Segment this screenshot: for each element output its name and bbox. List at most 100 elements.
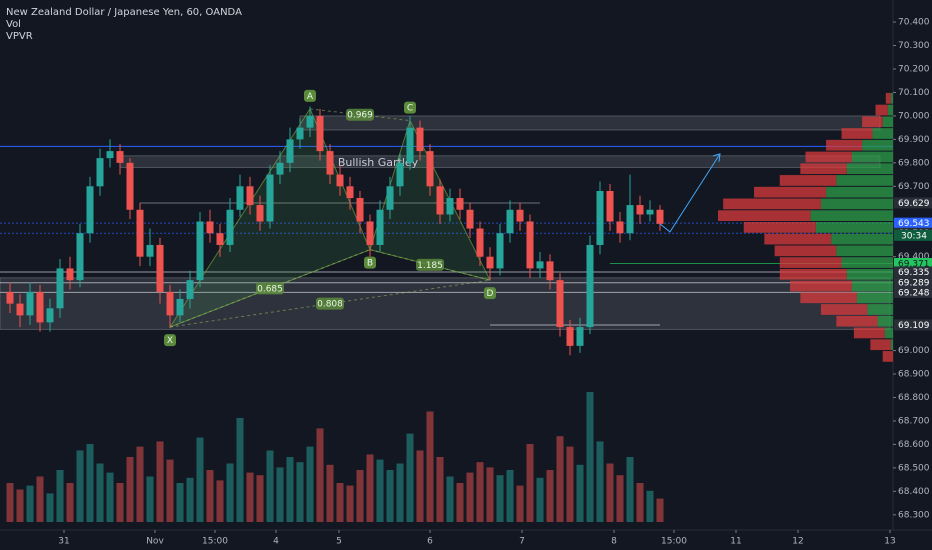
volume-bar — [6, 483, 14, 522]
vpvr-up — [862, 139, 893, 151]
indicator-name: VPVR — [6, 31, 33, 42]
volume-bar — [276, 467, 284, 522]
point-label: A — [307, 92, 314, 102]
candle-body — [126, 162, 134, 210]
volume-bar — [436, 457, 444, 522]
volume-bar — [446, 476, 454, 522]
candle-body — [586, 244, 594, 328]
ratio-label-bg — [256, 282, 284, 295]
vpvr-down — [800, 292, 857, 304]
volume-bar — [286, 457, 294, 522]
x-tick-label: 15:00 — [661, 537, 687, 547]
vpvr-up — [820, 198, 893, 210]
point-label: X — [167, 336, 173, 346]
vpvr-up — [831, 233, 893, 245]
vpvr-up — [882, 116, 893, 128]
point-label: D — [487, 289, 494, 299]
countdown-bg — [894, 229, 932, 241]
projection-arrow — [659, 153, 721, 233]
volume-bar — [456, 483, 464, 522]
ratio-label: 0.808 — [317, 300, 343, 310]
volume-bar — [106, 472, 114, 522]
candle-body — [636, 205, 644, 215]
volume-bar — [236, 418, 244, 522]
candle-body — [206, 221, 214, 234]
candle-body — [316, 115, 324, 152]
vpvr-down — [885, 92, 891, 104]
x-tick-label: 7 — [519, 537, 525, 547]
y-tick-label: 69.900 — [898, 135, 930, 145]
price-label-bg — [894, 277, 932, 289]
x-tick-label: 8 — [611, 537, 617, 547]
volume-bar — [376, 459, 384, 522]
volume-bar — [426, 411, 434, 522]
vpvr-up — [810, 210, 893, 222]
vpvr-down — [862, 116, 883, 128]
candle-body — [216, 233, 224, 245]
volume-bar — [16, 489, 24, 522]
vpvr-up — [846, 163, 893, 175]
projection-arrowhead — [712, 153, 721, 162]
volume-bar — [626, 457, 634, 522]
volume-bar — [76, 450, 84, 522]
candle-body — [526, 221, 534, 269]
candle-body — [76, 233, 84, 281]
price-label: 69.248 — [898, 288, 930, 298]
point-label: C — [407, 104, 413, 114]
y-tick-label: 69.800 — [898, 158, 930, 168]
countdown: 30:34 — [901, 231, 927, 241]
candle-body — [376, 209, 384, 245]
price-label: 69.335 — [898, 268, 930, 278]
vpvr-up — [815, 222, 893, 233]
y-tick-label: 70.000 — [898, 111, 930, 121]
candle-body — [516, 209, 524, 222]
candle-body — [96, 158, 104, 187]
candle-body — [416, 127, 424, 152]
volume-bar — [256, 475, 264, 522]
volume-bar — [46, 493, 54, 522]
y-tick-label: 70.400 — [898, 18, 930, 28]
candle-body — [596, 190, 604, 245]
volume-bar — [366, 454, 374, 522]
vpvr-down — [774, 245, 837, 257]
volume-bar — [266, 450, 274, 522]
x-tick-label: 4 — [273, 537, 279, 547]
x-tick-label: 12 — [792, 537, 803, 547]
candle-body — [606, 190, 614, 222]
volume-bar — [536, 477, 544, 522]
vpvr-down — [779, 257, 842, 268]
vpvr-up — [836, 245, 893, 257]
candle-body — [446, 198, 454, 215]
point-label: B — [367, 259, 373, 269]
candle-body — [486, 256, 494, 269]
volume-bar — [656, 498, 664, 522]
volume-bar — [586, 392, 594, 522]
volume-bar — [526, 444, 534, 522]
volume-bar — [596, 441, 604, 522]
candle-body — [256, 205, 264, 222]
vpvr-down — [805, 151, 852, 163]
price-label: 69.289 — [898, 279, 930, 289]
candle-body — [196, 221, 204, 281]
ratio-label-bg — [316, 297, 344, 310]
vpvr-down — [723, 198, 821, 210]
volume-bar — [396, 463, 404, 522]
volume-bar — [346, 485, 354, 522]
volume-bar — [486, 467, 494, 522]
candle-body — [436, 186, 444, 215]
price-label: 69.543 — [898, 219, 930, 229]
price-label: 69.371 — [898, 260, 930, 270]
x-tick-label: 6 — [427, 537, 433, 547]
y-tick-label: 69.000 — [898, 346, 930, 356]
candle-body — [326, 151, 334, 175]
y-tick-label: 68.800 — [898, 393, 930, 403]
vpvr-down — [790, 280, 852, 292]
candle-body — [356, 198, 364, 222]
volume-bar — [356, 470, 364, 522]
candle-body — [626, 205, 634, 234]
chart-title: New Zealand Dollar / Japanese Yen, 60, O… — [6, 7, 242, 18]
price-label-bg — [894, 319, 932, 331]
candle-body — [456, 198, 464, 210]
vpvr-up — [887, 104, 893, 116]
volume-bar — [136, 446, 144, 522]
